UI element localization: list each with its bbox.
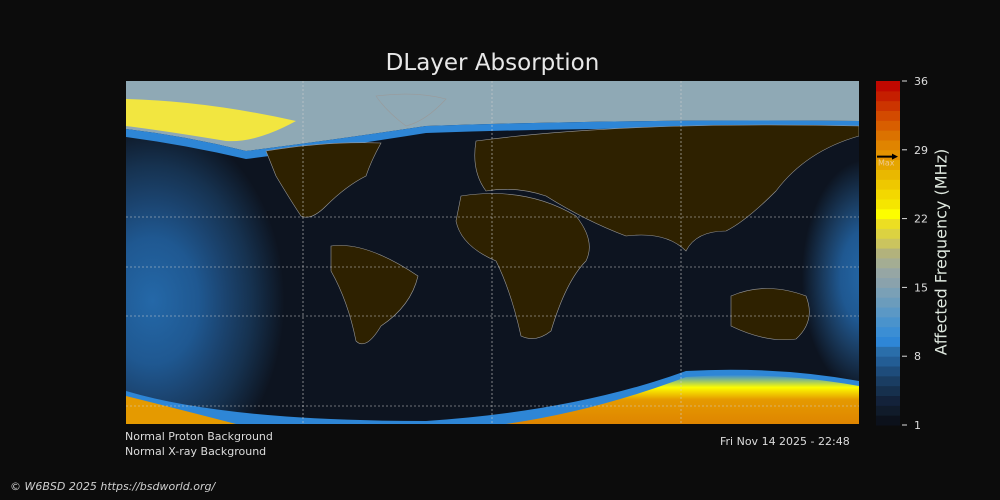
colorbar-tick-label: 29 [914, 144, 928, 157]
chart-title: DLayer Absorption [385, 50, 600, 76]
land-australia [730, 288, 810, 341]
colorbar-band [876, 257, 900, 269]
polar-cap-north [126, 81, 859, 151]
colorbar-tick-label: 22 [914, 213, 928, 226]
colorbar-tick-label: 36 [914, 75, 928, 88]
colorbar-band [876, 415, 900, 426]
high-absorption-southwest [126, 396, 236, 424]
land-africa [455, 193, 590, 339]
colorbar-label: Affected Frequency (MHz) [931, 148, 951, 356]
colorbar: 36 29 22 15 8 1 Max [876, 75, 928, 432]
land-south-america [330, 245, 419, 345]
colorbar-band [876, 248, 900, 259]
colorbar-band [876, 169, 900, 180]
colorbar-band [876, 198, 900, 210]
colorbar-band [876, 90, 900, 102]
colorbar-tick-label: 15 [914, 281, 928, 294]
colorbar-band [876, 385, 900, 397]
land-europe-asia [474, 124, 859, 252]
colorbar-band [876, 356, 900, 367]
colorbar-band [876, 267, 900, 279]
colorbar-band [876, 336, 900, 347]
land-north-america [265, 142, 382, 218]
colorbar-band [876, 307, 900, 318]
colorbar-band [876, 189, 900, 200]
colorbar-band [876, 139, 900, 151]
colorbar-band [876, 326, 900, 338]
colorbar-band [876, 346, 900, 357]
colorbar-band [876, 316, 900, 328]
colorbar-band [876, 218, 900, 229]
colorbar-band [876, 287, 900, 298]
colorbar-band [876, 375, 900, 387]
colorbar-band [876, 277, 900, 288]
colorbar-band [876, 297, 900, 308]
colorbar-band [876, 81, 900, 92]
colorbar-tick-label: 8 [914, 350, 921, 363]
colorbar-band [876, 120, 900, 131]
copyright-footer: © W6BSD 2025 https://bsdworld.org/ [10, 480, 216, 493]
gridlines [126, 81, 859, 424]
colorbar-band [876, 208, 900, 220]
xray-status: Normal X-ray Background [125, 445, 267, 458]
land-greenland [375, 93, 447, 127]
colorbar-band [876, 130, 900, 141]
colorbar-band [876, 238, 900, 249]
colorbar-band [876, 100, 900, 111]
colorbar-band [876, 228, 900, 239]
colorbar-band [876, 159, 900, 170]
absorption-map [126, 81, 859, 424]
max-marker: Max [877, 153, 898, 168]
colorbar-band [876, 179, 900, 190]
timestamp: Fri Nov 14 2025 - 22:48 [720, 435, 850, 448]
colorbar-band [876, 110, 900, 121]
colorbar-band [876, 405, 900, 416]
land-masses [265, 93, 859, 345]
colorbar-band [876, 149, 900, 161]
high-absorption-northwest [126, 99, 296, 142]
colorbar-band [876, 395, 900, 406]
colorbar-tick-label: 1 [914, 419, 921, 432]
max-label: Max [878, 159, 895, 168]
high-absorption-south [506, 375, 859, 424]
proton-status: Normal Proton Background [125, 430, 273, 443]
colorbar-band [876, 366, 900, 377]
